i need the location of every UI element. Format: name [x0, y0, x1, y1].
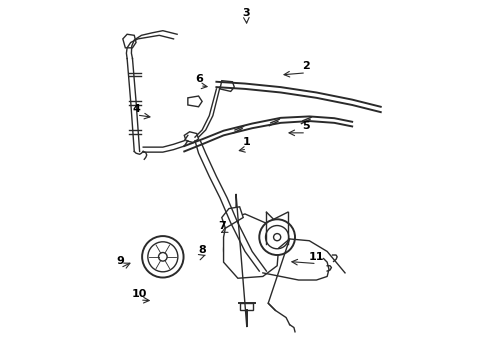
Circle shape [159, 252, 167, 261]
Text: 8: 8 [198, 245, 206, 255]
Text: 2: 2 [302, 62, 310, 71]
Polygon shape [184, 132, 198, 143]
Polygon shape [220, 81, 234, 91]
Ellipse shape [266, 226, 289, 249]
Text: 3: 3 [242, 8, 250, 18]
Ellipse shape [223, 226, 267, 273]
Polygon shape [188, 96, 202, 107]
Circle shape [142, 236, 184, 278]
Text: 5: 5 [302, 121, 310, 131]
Text: 9: 9 [116, 256, 124, 266]
Circle shape [148, 242, 178, 272]
Text: 11: 11 [309, 252, 324, 262]
Polygon shape [123, 34, 136, 48]
Polygon shape [222, 207, 243, 228]
Polygon shape [241, 303, 253, 310]
Ellipse shape [232, 234, 258, 265]
Text: 7: 7 [218, 221, 226, 231]
Text: 1: 1 [243, 138, 251, 148]
Text: 10: 10 [132, 289, 147, 298]
Circle shape [273, 234, 281, 241]
Ellipse shape [259, 219, 295, 255]
Polygon shape [223, 214, 279, 278]
Text: 6: 6 [196, 74, 203, 84]
Text: 4: 4 [132, 104, 140, 113]
